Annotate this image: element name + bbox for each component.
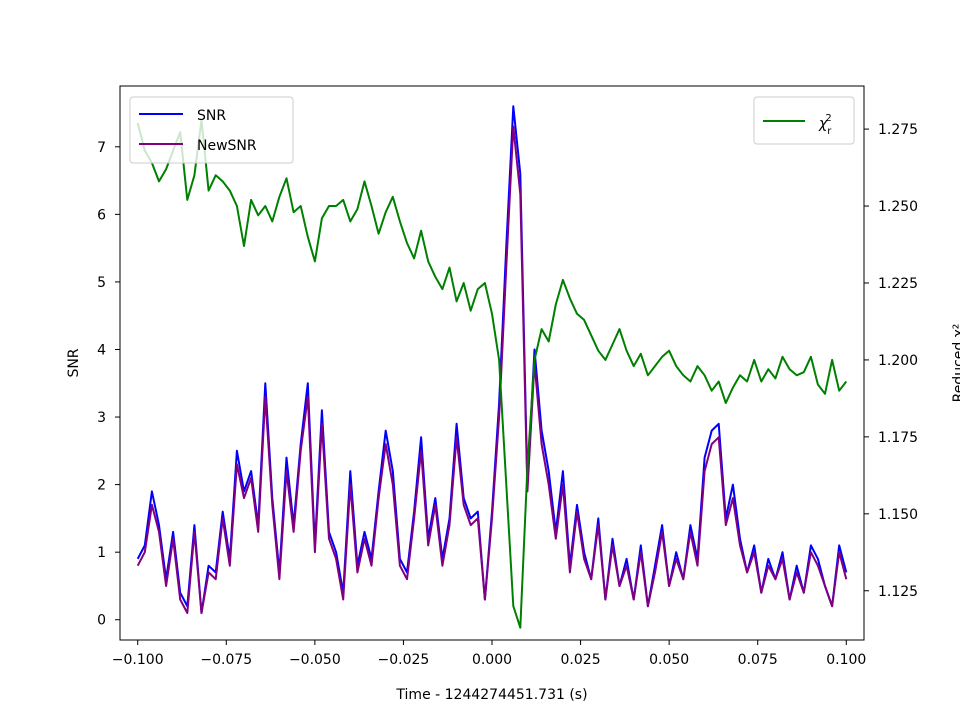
x-tick-label: 0.050 [649, 652, 689, 668]
right-y-tick-label: 1.150 [878, 507, 918, 523]
x-tick-label: −0.075 [200, 652, 252, 668]
x-tick-label: −0.100 [112, 652, 164, 668]
x-tick-label: 0.000 [472, 652, 512, 668]
right-y-tick-label: 1.175 [878, 430, 918, 446]
legend-label-chisq: χr2 [818, 113, 832, 137]
x-tick-label: 0.075 [738, 652, 778, 668]
right-y-axis-label: Reduced χ² [951, 324, 960, 403]
series-line-chisq [136, 118, 848, 629]
series-line-newsnr [136, 125, 848, 614]
legend-right: χr2 [753, 96, 855, 145]
left-y-tick-label: 1 [97, 545, 106, 561]
left-y-tick-label: 7 [97, 140, 106, 156]
right-y-axis-ticks: 1.125 1.150 1.175 1.200 1.225 1.250 1.275 [864, 122, 918, 600]
left-y-tick-label: 4 [97, 342, 106, 358]
left-y-tick-label: 2 [97, 478, 106, 494]
x-tick-label: −0.050 [289, 652, 341, 668]
left-y-tick-label: 5 [97, 275, 106, 291]
x-tick-label: −0.025 [378, 652, 430, 668]
left-y-tick-label: 6 [97, 207, 106, 223]
right-y-tick-label: 1.275 [878, 122, 918, 138]
plot-lines [136, 105, 848, 629]
x-tick-label: 0.100 [826, 652, 866, 668]
left-y-axis-ticks: 0 1 2 3 4 5 6 7 [97, 140, 120, 629]
right-y-tick-label: 1.225 [878, 276, 918, 292]
legend-label-snr: SNR [197, 108, 226, 124]
legend-label-newsnr: NewSNR [197, 138, 257, 154]
left-y-tick-label: 3 [97, 410, 106, 426]
right-y-tick-label: 1.125 [878, 584, 918, 600]
left-y-tick-label: 0 [97, 613, 106, 629]
left-y-axis-label: SNR [66, 348, 82, 377]
legend-left: SNR NewSNR [129, 96, 294, 164]
right-y-tick-label: 1.250 [878, 199, 918, 215]
x-axis-label: Time - 1244274451.731 (s) [395, 687, 587, 703]
x-tick-label: 0.025 [561, 652, 601, 668]
x-axis-ticks: −0.100 −0.075 −0.050 −0.025 0.000 0.025 0.050 0… [112, 640, 866, 668]
right-y-tick-label: 1.200 [878, 353, 918, 369]
